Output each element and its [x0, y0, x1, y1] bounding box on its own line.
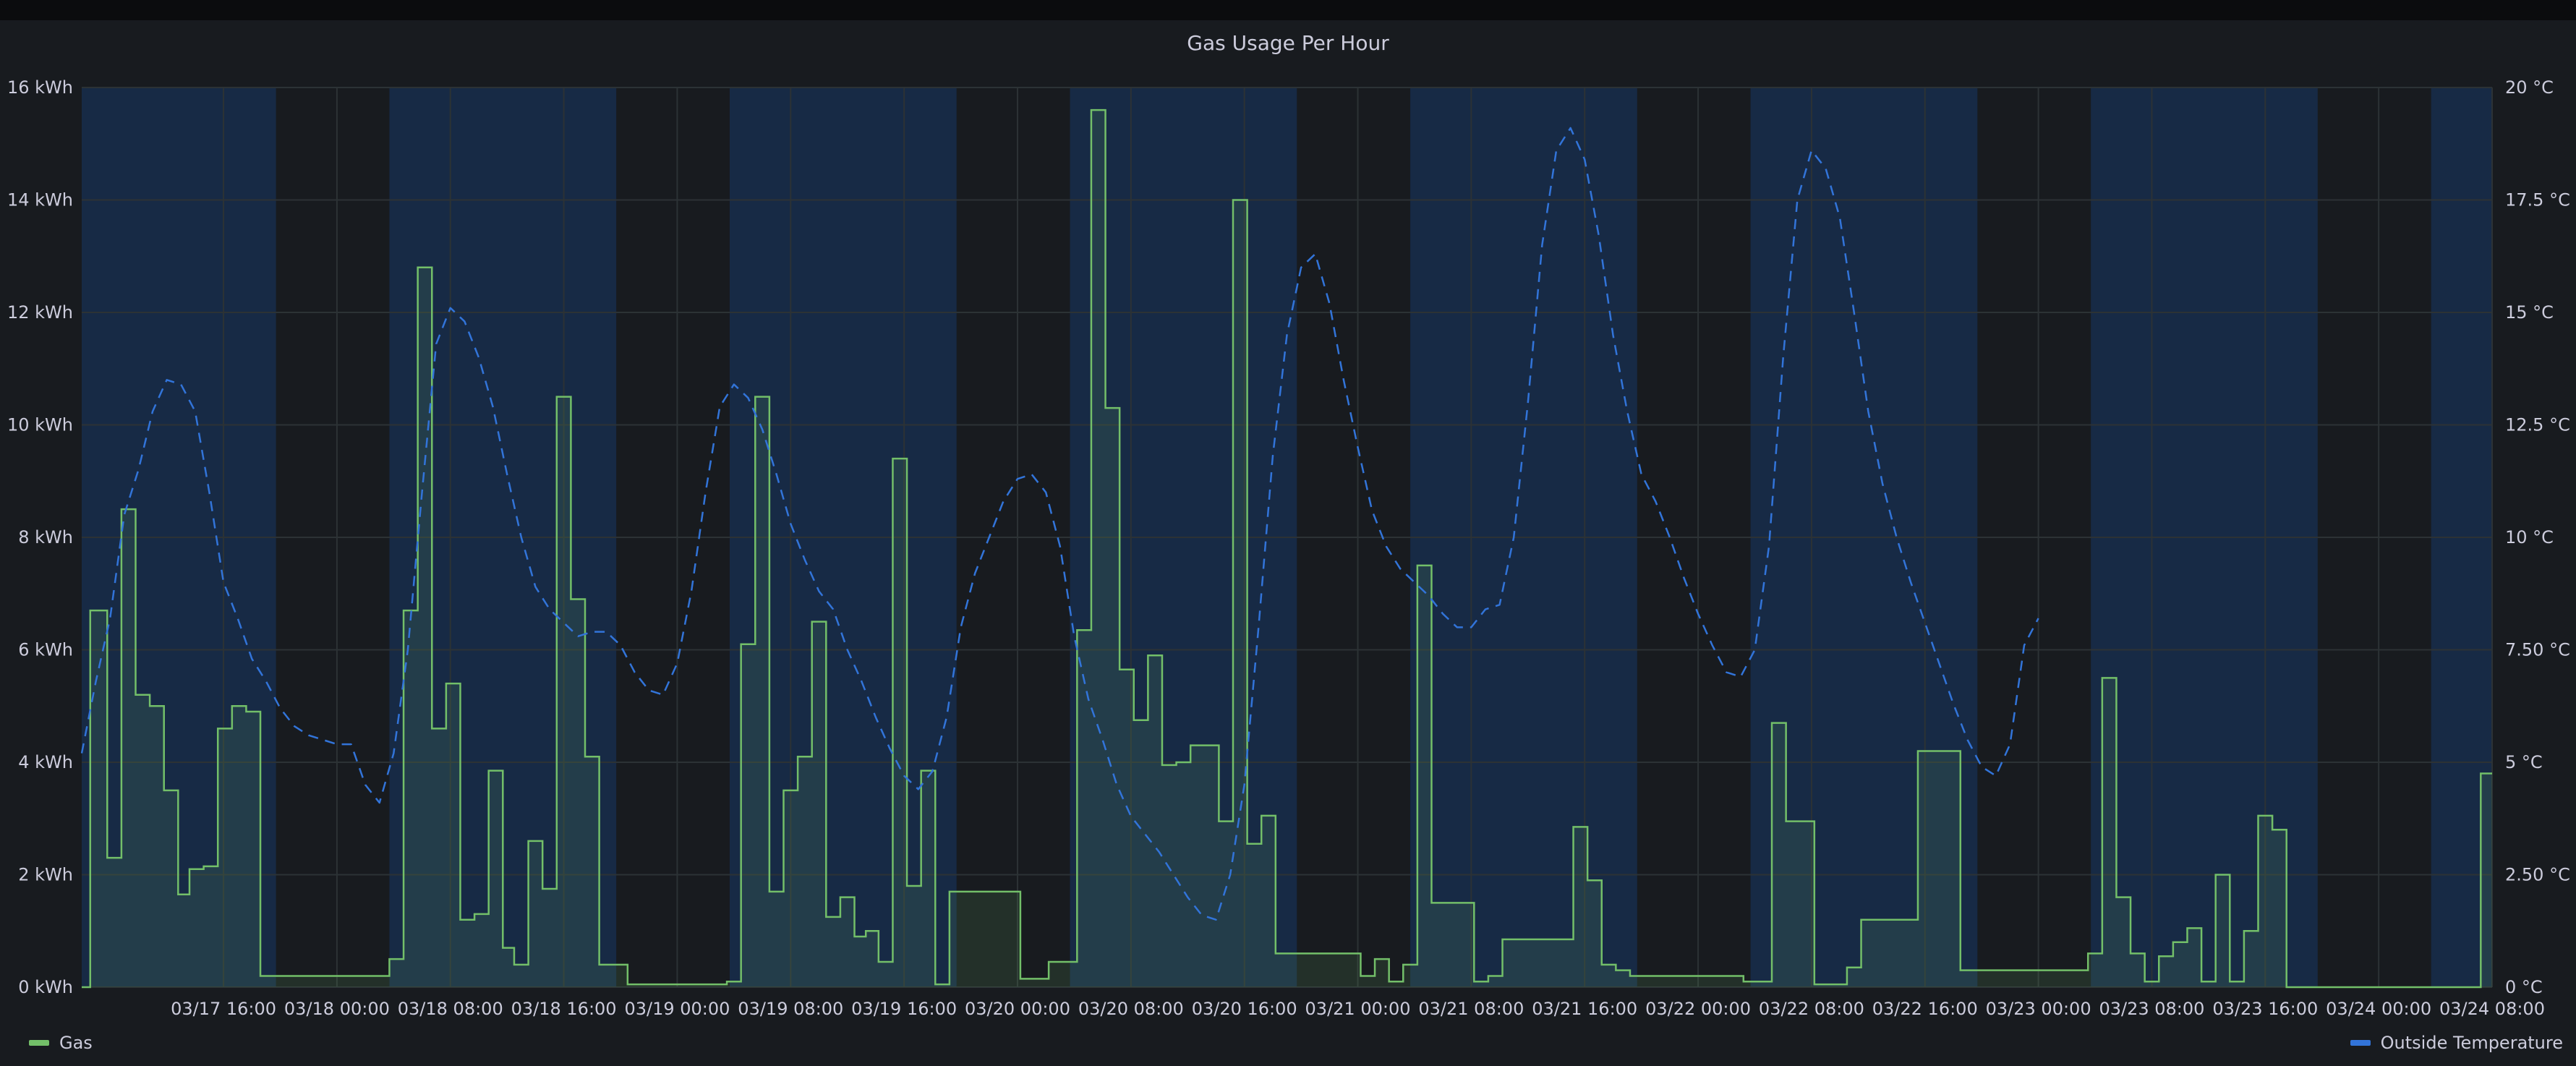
x-tick-label-1: 03/18 00:00	[284, 999, 390, 1019]
x-tick-label-9: 03/20 16:00	[1192, 999, 1297, 1019]
legend-item-gas[interactable]: Gas	[29, 1030, 93, 1056]
x-tick-label-19: 03/24 00:00	[2326, 999, 2431, 1019]
legend-item-outside-temperature[interactable]: Outside Temperature	[2350, 1030, 2563, 1056]
gas-legend-swatch-icon	[29, 1040, 49, 1046]
grid-lines	[82, 87, 2493, 988]
legend-label-outside-temperature: Outside Temperature	[2380, 1033, 2563, 1053]
left-tick-label-5: 10 kWh	[7, 415, 73, 435]
x-axis-ticks: 03/17 16:00 03/18 00:00 03/18 08:00 03/18 1…	[171, 999, 2545, 1019]
x-tick-label-3: 03/18 16:00	[511, 999, 617, 1019]
x-tick-label-15: 03/22 16:00	[1872, 999, 1978, 1019]
left-tick-label-3: 6 kWh	[18, 640, 73, 660]
right-tick-label-4: 10 °C	[2505, 527, 2554, 547]
x-tick-label-2: 03/18 08:00	[398, 999, 503, 1019]
left-tick-label-4: 8 kWh	[18, 527, 73, 547]
right-tick-label-1: 2.50 °C	[2505, 865, 2570, 885]
x-tick-label-12: 03/21 16:00	[1532, 999, 1637, 1019]
right-tick-label-5: 12.5 °C	[2505, 415, 2570, 435]
x-tick-label-4: 03/19 00:00	[624, 999, 730, 1019]
x-tick-label-6: 03/19 16:00	[851, 999, 957, 1019]
gas-area	[82, 110, 2492, 988]
x-tick-label-14: 03/22 08:00	[1759, 999, 1864, 1019]
x-tick-label-0: 03/17 16:00	[171, 999, 276, 1019]
top-bar	[0, 0, 2576, 20]
x-tick-label-8: 03/20 08:00	[1078, 999, 1184, 1019]
x-tick-label-5: 03/19 08:00	[738, 999, 843, 1019]
x-tick-label-7: 03/20 00:00	[965, 999, 1070, 1019]
left-tick-label-8: 16 kWh	[7, 77, 73, 98]
right-tick-label-0: 0 °C	[2505, 977, 2543, 997]
gas-series	[82, 108, 2492, 989]
right-axis-ticks: 0 °C 2.50 °C 5 °C 7.50 °C 10 °C 12.5 °C 15 °C 1…	[2505, 77, 2570, 997]
temperature-line	[80, 127, 2039, 921]
panel-title: Gas Usage Per Hour	[1187, 31, 1389, 55]
x-tick-label-11: 03/21 08:00	[1418, 999, 1524, 1019]
right-tick-label-6: 15 °C	[2505, 302, 2554, 323]
left-tick-label-2: 4 kWh	[18, 752, 73, 772]
x-tick-label-17: 03/23 08:00	[2099, 999, 2204, 1019]
temperature-series	[80, 127, 2039, 921]
x-tick-label-16: 03/23 00:00	[1986, 999, 2091, 1019]
left-tick-label-7: 14 kWh	[7, 190, 73, 210]
right-tick-label-3: 7.50 °C	[2505, 640, 2570, 660]
x-tick-label-18: 03/23 16:00	[2212, 999, 2318, 1019]
left-tick-label-6: 12 kWh	[7, 302, 73, 323]
gas-line	[82, 108, 2492, 989]
left-tick-label-0: 0 kWh	[18, 977, 73, 997]
left-axis-ticks: 0 kWh 2 kWh 4 kWh 6 kWh 8 kWh 10 kWh 12 kWh 14 …	[7, 77, 73, 997]
left-tick-label-1: 2 kWh	[18, 865, 73, 885]
x-tick-label-10: 03/21 00:00	[1305, 999, 1411, 1019]
right-tick-label-2: 5 °C	[2505, 752, 2543, 772]
temperature-legend-swatch-icon	[2350, 1040, 2371, 1046]
x-tick-label-20: 03/24 08:00	[2439, 999, 2545, 1019]
right-tick-label-8: 20 °C	[2505, 77, 2554, 98]
legend-label-gas: Gas	[59, 1033, 93, 1053]
x-tick-label-13: 03/22 00:00	[1645, 999, 1751, 1019]
right-tick-label-7: 17.5 °C	[2505, 190, 2570, 210]
